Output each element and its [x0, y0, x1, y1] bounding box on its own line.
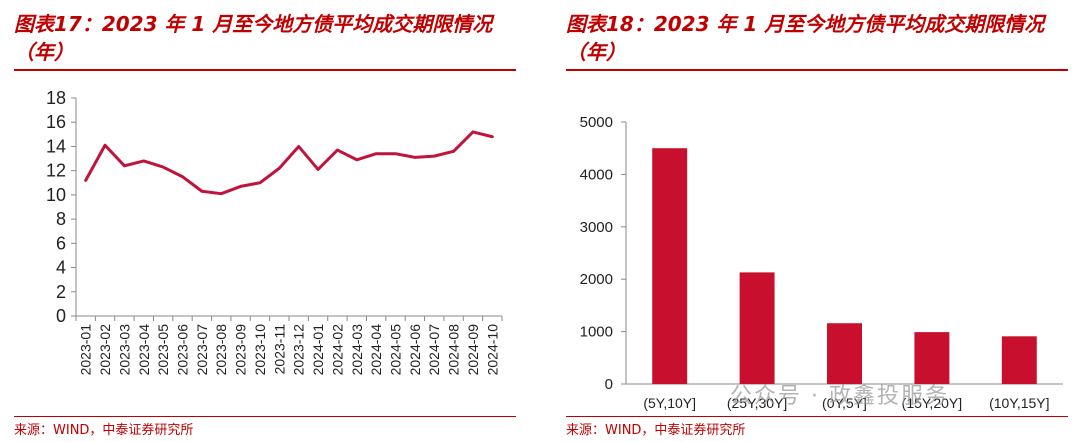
right-panel: 图表18：2023 年 1 月至今地方债平均成交期限情况（年） 0 1000 200…	[566, 0, 1068, 442]
x-tick-label: 2024-06	[407, 324, 423, 376]
x-tick-label: 2023-04	[136, 324, 152, 376]
y-tick-label: 16	[46, 112, 66, 132]
x-tick-label: 2023-12	[291, 324, 307, 376]
bar	[827, 323, 862, 384]
x-tick-label: 2023-05	[155, 324, 171, 376]
y-tick-label: 1000	[580, 324, 613, 341]
x-tick-label: 2023-01	[78, 324, 94, 376]
x-tick-label: (0Y,5Y]	[822, 395, 867, 411]
y-tick-label: 10	[46, 185, 66, 205]
y-tick-label: 8	[56, 209, 66, 229]
y-tick-label: 14	[46, 136, 66, 156]
series-line	[84, 130, 494, 196]
x-tick-label: (5Y,10Y]	[643, 395, 696, 411]
left-panel: 图表17：2023 年 1 月至今地方债平均成交期限情况（年） 0 2 4 6 8 10 1…	[14, 0, 516, 442]
left-chart-title: 图表17：2023 年 1 月至今地方债平均成交期限情况（年）	[14, 12, 493, 64]
bar	[652, 148, 688, 384]
bar-chart: 0 1000 2000 3000 4000 5000 (5Y,10Y] (25Y,30Y] (0…	[580, 114, 1063, 411]
y-tick-label: 6	[56, 233, 66, 253]
x-tick-label: 2024-02	[329, 324, 345, 376]
y-tick-label: 4	[56, 258, 66, 278]
right-source-rule	[566, 416, 1068, 417]
right-chart-title: 图表18：2023 年 1 月至今地方债平均成交期限情况（年）	[566, 12, 1045, 64]
x-tick-label: 2023-10	[252, 324, 268, 376]
x-tick-label: 2024-03	[349, 324, 365, 376]
y-tick-label: 2000	[580, 271, 613, 288]
y-tick-label: 0	[56, 306, 66, 326]
x-tick-label: 2024-01	[310, 324, 326, 376]
left-title-rule	[14, 69, 516, 71]
x-tick-label: 2023-07	[194, 324, 210, 376]
bar	[739, 272, 775, 384]
y-tick-label: 3000	[580, 219, 613, 236]
x-tick-label: (10Y,15Y]	[989, 395, 1049, 411]
right-title-rule	[566, 69, 1068, 71]
watermark: 公众号 · 政鑫投服务	[730, 384, 949, 409]
y-tick-label: 18	[46, 88, 66, 108]
right-source-note: 来源：WIND，中泰证券研究所	[566, 423, 746, 438]
x-tick-label: 2024-10	[484, 324, 500, 376]
y-tick-label: 12	[46, 161, 66, 181]
x-tick-label: 2023-06	[175, 324, 191, 376]
x-tick-label: 2023-03	[116, 324, 132, 376]
bar	[1001, 336, 1037, 384]
x-tick-label: 2023-11	[271, 324, 287, 375]
x-tick-label: (25Y,30Y]	[727, 395, 787, 411]
x-tick-label: 2023-08	[213, 324, 229, 376]
x-tick-label: 2023-02	[97, 324, 113, 376]
x-tick-label: (15Y,20Y]	[902, 395, 962, 411]
left-source-note: 来源：WIND，中泰证券研究所	[14, 423, 194, 438]
y-tick-label: 4000	[580, 166, 613, 183]
x-tick-label: 2024-07	[426, 324, 442, 376]
y-tick-label: 2	[56, 282, 66, 302]
x-tick-label: 2024-04	[368, 324, 384, 376]
y-tick-label: 5000	[580, 114, 613, 131]
x-tick-label: 2024-08	[446, 324, 462, 376]
x-tick-label: 2023-09	[233, 324, 249, 376]
bar	[914, 332, 950, 384]
left-source-rule	[14, 416, 516, 417]
x-tick-label: 2024-09	[465, 324, 481, 376]
x-tick-label: 2024-05	[388, 324, 404, 376]
y-tick-label: 0	[605, 376, 613, 393]
